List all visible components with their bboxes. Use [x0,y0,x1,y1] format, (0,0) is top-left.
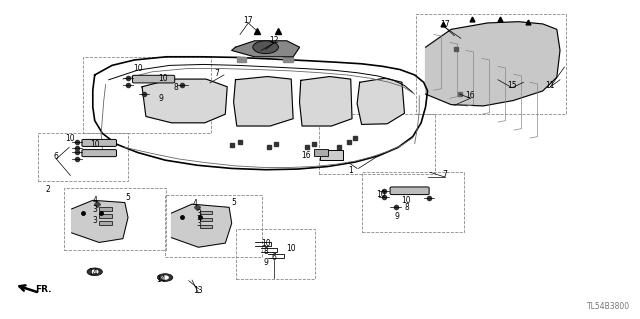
Polygon shape [232,41,300,57]
Polygon shape [172,204,232,247]
Circle shape [157,274,173,281]
Bar [38,133,128,181]
Text: 11: 11 [546,81,555,90]
Polygon shape [142,79,227,123]
Bar [362,172,464,232]
Text: 5: 5 [125,193,131,202]
Text: 8: 8 [404,203,409,212]
FancyBboxPatch shape [82,150,116,157]
Circle shape [87,268,102,276]
Text: 10: 10 [132,64,143,73]
FancyBboxPatch shape [132,75,175,83]
Text: 10: 10 [65,134,76,143]
Bar [200,218,212,221]
Text: 3: 3 [196,219,201,228]
Bar [319,114,435,174]
Bar [83,57,211,133]
Text: 10: 10 [260,239,271,248]
Text: 12: 12 [269,36,278,45]
FancyBboxPatch shape [82,139,116,146]
Text: 14: 14 [88,268,98,277]
Text: 10: 10 [90,140,100,149]
Text: 17: 17 [243,16,253,25]
Text: 14: 14 [156,275,166,284]
Text: 4: 4 [193,199,198,208]
Text: 10: 10 [286,244,296,253]
Text: 10: 10 [158,74,168,83]
Text: 7: 7 [214,69,219,78]
Polygon shape [72,200,128,242]
Text: FR.: FR. [35,285,52,294]
Bar [200,225,212,228]
Bar [416,14,566,114]
Text: 16: 16 [465,91,476,100]
Polygon shape [300,77,352,126]
Text: 17: 17 [440,20,450,29]
Polygon shape [237,57,246,62]
Text: 16: 16 [301,151,311,160]
Bar [320,150,343,160]
Text: 8: 8 [263,247,268,256]
Text: 3: 3 [196,209,201,218]
Text: 3: 3 [92,216,97,225]
Polygon shape [357,78,404,124]
Text: 10: 10 [401,196,412,205]
Circle shape [253,41,278,54]
Text: 6: 6 [271,253,276,262]
Bar [200,211,212,214]
Bar [99,221,112,225]
Text: 10: 10 [376,190,386,199]
Text: 9: 9 [159,94,164,103]
Text: 7: 7 [442,170,447,179]
Bar [99,207,112,211]
Text: 2: 2 [45,185,51,194]
FancyBboxPatch shape [390,187,429,195]
Polygon shape [234,77,293,126]
Text: TL54B3800: TL54B3800 [588,302,630,311]
Text: 1: 1 [348,166,353,175]
Text: 9: 9 [263,258,268,267]
Text: 3: 3 [92,205,97,214]
Bar [64,188,166,250]
Bar [314,149,328,156]
Text: 13: 13 [193,286,204,295]
Bar [99,214,112,218]
Bar [236,229,315,279]
Polygon shape [283,57,293,62]
Text: 8: 8 [173,83,179,92]
Circle shape [92,270,98,273]
Text: 6: 6 [54,152,59,161]
Text: 9: 9 [394,212,399,221]
Circle shape [162,276,168,279]
Polygon shape [426,22,560,106]
Text: 4: 4 [92,196,97,205]
Text: 5: 5 [231,198,236,207]
Text: 15: 15 [507,81,517,90]
Bar [165,195,262,257]
